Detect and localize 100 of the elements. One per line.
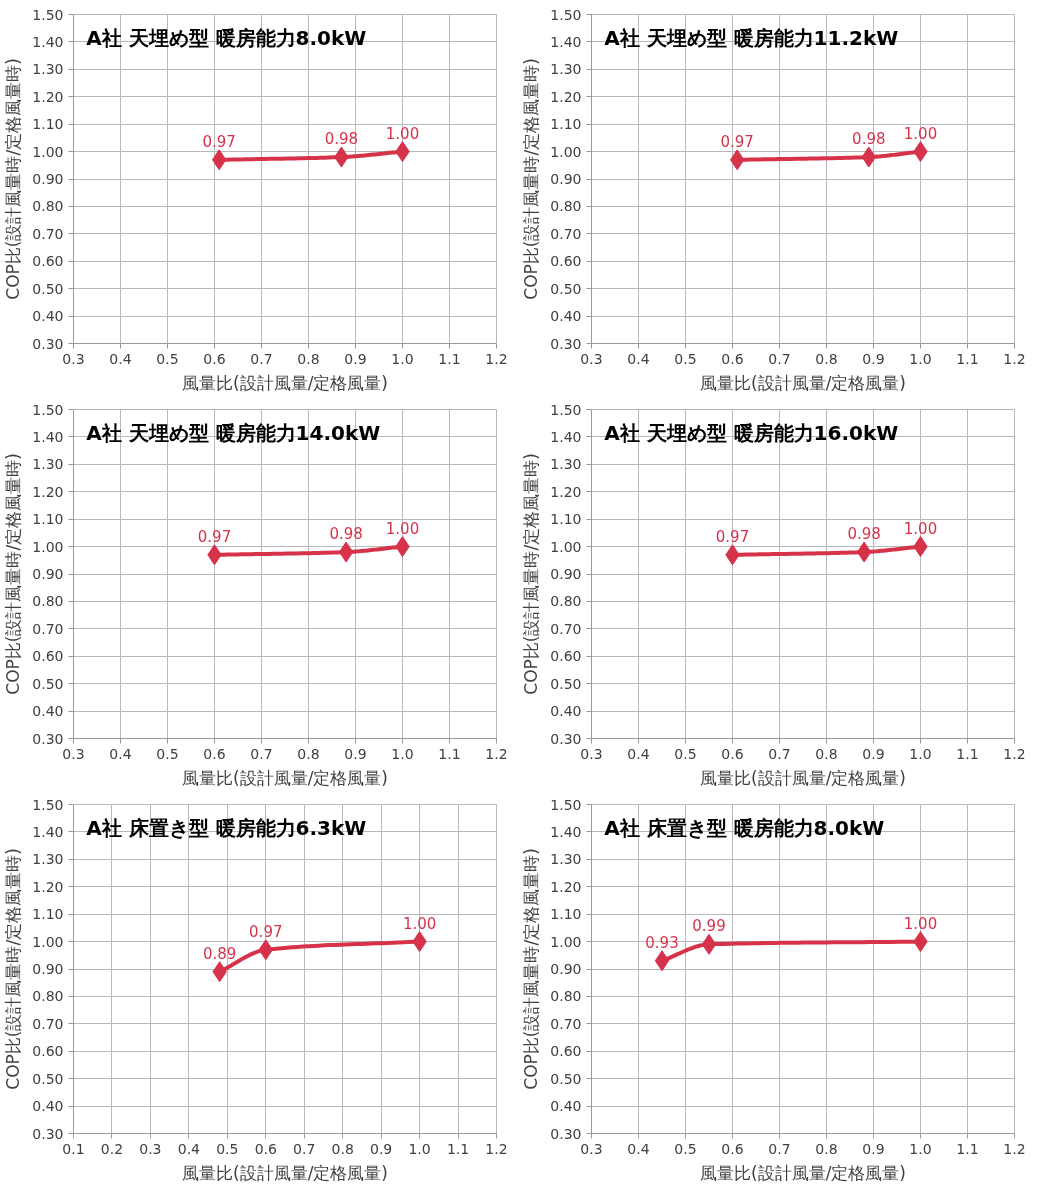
data-label: 0.89 <box>202 944 237 963</box>
y-tick-label: 1.00 <box>550 538 582 555</box>
y-tick-label: 0.50 <box>550 1070 582 1087</box>
x-tick-label: 0.6 <box>203 350 226 367</box>
y-tick-label: 0.40 <box>32 703 64 720</box>
x-tick-label: 1.1 <box>438 745 461 762</box>
y-tick-label: 0.90 <box>32 566 64 582</box>
x-tick-label: 0.7 <box>250 745 273 762</box>
x-tick-label: 1.0 <box>909 1140 932 1157</box>
y-tick-label: 1.30 <box>32 456 64 473</box>
y-tick-label: 1.10 <box>550 511 582 528</box>
y-tick-label: 0.40 <box>550 1098 582 1115</box>
y-tick-label: 1.50 <box>550 401 582 418</box>
y-tick-label: 0.30 <box>32 730 64 747</box>
x-tick-label: 0.5 <box>156 350 179 367</box>
text: A社 天埋め型 暖房能力11.2kW <box>604 26 899 51</box>
y-tick-label: 0.50 <box>550 280 582 297</box>
y-tick-label: 0.70 <box>550 225 582 242</box>
y-tick-label: 1.50 <box>550 796 582 813</box>
x-tick-label: 0.1 <box>62 1140 85 1157</box>
x-tick-label: 0.2 <box>100 1140 124 1157</box>
x-tick-label: 0.5 <box>216 1140 239 1157</box>
x-tick-label: 0.6 <box>721 745 744 762</box>
y-tick-label: 0.90 <box>550 961 582 977</box>
x-tick-label: 0.6 <box>254 1140 277 1157</box>
x-tick-label: 1.2 <box>1003 350 1026 367</box>
y-tick-label: 1.40 <box>550 428 582 445</box>
data-label: 1.00 <box>385 124 420 143</box>
x-tick-label: 0.9 <box>344 745 367 762</box>
y-tick-label: 1.20 <box>32 88 64 105</box>
x-tick-label: 0.4 <box>177 1140 201 1157</box>
y-axis-title: COP比(設計風量時/定格風量時) <box>521 453 542 695</box>
x-tick-label: 0.8 <box>297 350 320 367</box>
x-axis-title: 風量比(設計風量/定格風量) <box>700 1162 906 1183</box>
y-axis-title: COP比(設計風量時/定格風量時) <box>3 453 24 695</box>
y-tick-label: 1.00 <box>550 933 582 950</box>
y-axis-title: COP比(設計風量時/定格風量時) <box>521 58 542 300</box>
y-tick-label: 1.20 <box>550 88 582 105</box>
y-tick-label: 0.90 <box>32 171 64 187</box>
data-label: 0.97 <box>715 527 750 546</box>
x-tick-label: 0.3 <box>139 1140 162 1157</box>
x-tick-label: 0.7 <box>768 745 791 762</box>
y-tick-label: 0.30 <box>550 335 582 352</box>
y-tick-label: 0.80 <box>32 988 64 1005</box>
y-tick-label: 0.30 <box>550 730 582 747</box>
data-label: 0.98 <box>852 130 886 149</box>
y-tick-label: 0.70 <box>32 225 64 242</box>
data-label: 0.98 <box>324 130 359 149</box>
x-tick-label: 1.2 <box>1003 1140 1026 1157</box>
x-tick-label: 0.4 <box>109 350 132 367</box>
y-tick-label: 1.20 <box>550 878 582 895</box>
y-tick-label: 0.80 <box>32 198 64 215</box>
y-tick-label: 0.50 <box>32 1070 64 1087</box>
x-axis-title: 風量比(設計風量/定格風量) <box>182 767 388 788</box>
x-axis-title: 風量比(設計風量/定格風量) <box>700 372 906 393</box>
data-label: 0.98 <box>329 525 363 544</box>
y-tick-label: 0.70 <box>32 620 64 637</box>
y-tick-label: 0.60 <box>550 1043 582 1060</box>
y-tick-label: 1.30 <box>550 456 582 473</box>
x-tick-label: 0.5 <box>156 745 179 762</box>
y-axis-title: COP比(設計風量時/定格風量時) <box>3 58 24 300</box>
data-label: 0.97 <box>197 527 232 546</box>
y-tick-label: 0.90 <box>550 171 582 187</box>
y-tick-label: 0.70 <box>32 1015 64 1032</box>
y-tick-label: 1.40 <box>32 33 64 50</box>
y-tick-label: 1.30 <box>550 61 582 78</box>
text: A社 天埋め型 暖房能力14.0kW <box>86 421 381 446</box>
y-tick-label: 1.50 <box>32 6 64 23</box>
x-tick-label: 0.7 <box>293 1140 316 1157</box>
y-tick-label: 1.00 <box>32 933 64 950</box>
x-tick-label: 0.9 <box>862 350 885 367</box>
x-tick-label: 0.5 <box>674 745 697 762</box>
y-tick-label: 0.50 <box>550 675 582 692</box>
x-tick-label: 0.6 <box>721 350 744 367</box>
text: A社 床置き型 暖房能力6.3kW <box>86 816 367 841</box>
text: A社 天埋め型 暖房能力16.0kW <box>604 421 899 446</box>
x-tick-label: 0.4 <box>627 1140 650 1157</box>
y-tick-label: 0.30 <box>32 1125 64 1142</box>
y-tick-label: 0.80 <box>550 988 582 1005</box>
x-tick-label: 0.8 <box>815 1140 838 1157</box>
x-tick-label: 0.8 <box>331 1140 354 1157</box>
x-tick-label: 0.3 <box>580 350 603 367</box>
y-tick-label: 0.30 <box>32 335 64 352</box>
x-tick-label: 0.9 <box>370 1140 393 1157</box>
x-tick-label: 0.9 <box>862 745 885 762</box>
y-tick-label: 1.10 <box>32 906 64 923</box>
y-tick-label: 1.50 <box>550 6 582 23</box>
x-tick-label: 0.6 <box>721 1140 744 1157</box>
text: A社 床置き型 暖房能力8.0kW <box>604 816 885 841</box>
data-label: 0.98 <box>847 525 881 544</box>
x-tick-label: 0.3 <box>580 1140 603 1157</box>
y-axis-title: COP比(設計風量時/定格風量時) <box>521 848 542 1090</box>
y-tick-label: 0.60 <box>550 253 582 270</box>
x-tick-label: 1.1 <box>446 1140 470 1157</box>
y-tick-label: 1.00 <box>550 143 582 160</box>
y-tick-label: 0.60 <box>32 253 64 270</box>
x-tick-label: 1.1 <box>956 350 979 367</box>
x-tick-label: 1.2 <box>485 350 508 367</box>
x-tick-label: 0.9 <box>862 1140 885 1157</box>
x-tick-label: 0.9 <box>344 350 367 367</box>
